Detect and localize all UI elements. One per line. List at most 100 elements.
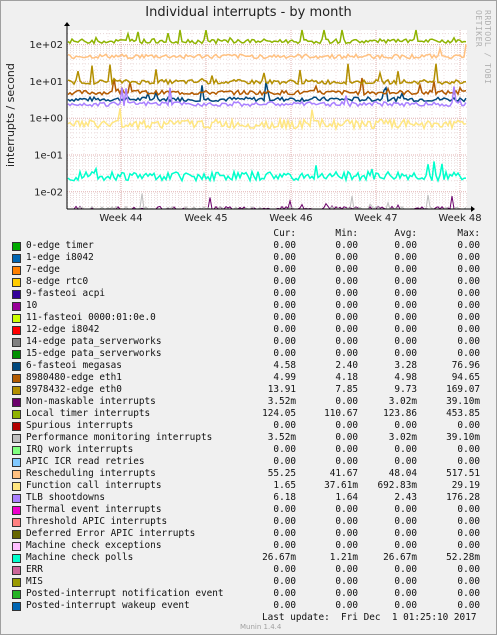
legend-swatch — [12, 506, 21, 515]
legend-max-value: 76.96 — [451, 360, 480, 371]
legend-min-value: 0.00 — [335, 588, 358, 599]
last-update: Last update: Fri Dec 1 01:25:10 2017 — [262, 612, 477, 623]
legend-min-value: 0.00 — [335, 264, 358, 275]
legend-label: APIC ICR read retries — [26, 456, 145, 467]
legend-label: 12-edge i8042 — [26, 324, 100, 335]
legend-row: Local timer interrupts 124.05 110.67 123.86… — [10, 408, 480, 420]
legend-avg-value: 0.00 — [394, 540, 417, 551]
legend-min-value: 37.61m — [324, 480, 358, 491]
legend-cur-value: 4.99 — [273, 372, 296, 383]
legend-swatch — [12, 458, 21, 467]
legend-avg-value: 26.67m — [383, 552, 417, 563]
legend-swatch — [12, 434, 21, 443]
legend-min-value: 0.00 — [335, 540, 358, 551]
legend-cur-value: 0.00 — [273, 504, 296, 515]
legend-avg-value: 0.00 — [394, 312, 417, 323]
legend-avg-value: 0.00 — [394, 504, 417, 515]
legend-row: 0-edge timer 0.00 0.00 0.00 0.00 — [10, 240, 480, 252]
legend-cur-value: 26.67m — [262, 552, 296, 563]
legend-label: MIS — [26, 576, 43, 587]
legend-max-value: 0.00 — [457, 588, 480, 599]
y-tick-label: 1e+00 — [29, 114, 63, 125]
legend-max-value: 453.85 — [446, 408, 480, 419]
legend-cur-value: 3.52m — [267, 396, 296, 407]
legend-cur-value: 0.00 — [273, 276, 296, 287]
legend-row: Spurious interrupts 0.00 0.00 0.00 0.00 — [10, 420, 480, 432]
legend-cur-value: 13.91 — [267, 384, 296, 395]
legend-row: Thermal event interrupts 0.00 0.00 0.00 0.00 — [10, 504, 480, 516]
legend-label: 8980480-edge eth1 — [26, 372, 122, 383]
header-cur: Cur: — [273, 228, 296, 239]
legend-swatch — [12, 254, 21, 263]
legend-row: Function call interrupts 1.65 37.61m 692.83… — [10, 480, 480, 492]
legend-max-value: 0.00 — [457, 300, 480, 311]
legend-swatch — [12, 482, 21, 491]
legend-max-value: 0.00 — [457, 564, 480, 575]
legend-max-value: 0.00 — [457, 324, 480, 335]
legend-max-value: 0.00 — [457, 528, 480, 539]
header-avg: Avg: — [394, 228, 417, 239]
legend-cur-value: 124.05 — [262, 408, 296, 419]
legend-avg-value: 3.02m — [388, 432, 417, 443]
legend-min-value: 0.00 — [335, 420, 358, 431]
x-tick-label: Week 46 — [269, 213, 312, 224]
y-tick-label: 1e-01 — [34, 150, 63, 161]
legend-max-value: 0.00 — [457, 540, 480, 551]
legend-max-value: 39.10m — [446, 432, 480, 443]
legend-max-value: 0.00 — [457, 576, 480, 587]
x-tick-label: Week 45 — [184, 213, 227, 224]
legend-avg-value: 4.98 — [394, 372, 417, 383]
y-tick-label: 1e-02 — [34, 187, 63, 198]
legend-avg-value: 0.00 — [394, 288, 417, 299]
legend-max-value: 0.00 — [457, 504, 480, 515]
legend-max-value: 0.00 — [457, 516, 480, 527]
legend-avg-value: 3.28 — [394, 360, 417, 371]
legend-row: 6-fasteoi megasas 4.58 2.40 3.28 76.96 — [10, 360, 480, 372]
legend-min-value: 0.00 — [335, 240, 358, 251]
legend-avg-value: 0.00 — [394, 348, 417, 359]
series-line-8978432-edge-eth0 — [67, 63, 467, 87]
legend-max-value: 169.07 — [446, 384, 480, 395]
series-line-6-fasteoi-megasas — [67, 81, 467, 104]
legend-max-value: 0.00 — [457, 456, 480, 467]
legend-rows: 0-edge timer 0.00 0.00 0.00 0.00 1-edge i8042… — [10, 240, 480, 612]
legend-cur-value: 0.00 — [273, 588, 296, 599]
legend-avg-value: 0.00 — [394, 600, 417, 611]
legend-row: Posted-interrupt notification event 0.00 0… — [10, 588, 480, 600]
legend-cur-value: 0.00 — [273, 528, 296, 539]
legend-swatch — [12, 302, 21, 311]
legend-swatch — [12, 410, 21, 419]
y-axis-arrow — [64, 22, 70, 26]
legend-cur-value: 0.00 — [273, 420, 296, 431]
legend-row: TLB shootdowns 6.18 1.64 2.43 176.28 — [10, 492, 480, 504]
plot-area: 1e-02 1e-01 1e+00 1e+01 1e+02 Week 44 Week 45 W… — [29, 22, 482, 224]
legend-min-value: 0.00 — [335, 516, 358, 527]
series-line-local-timer-interrupts — [67, 29, 467, 45]
legend-cur-value: 6.18 — [273, 492, 296, 503]
legend-avg-value: 0.00 — [394, 240, 417, 251]
legend-avg-value: 0.00 — [394, 420, 417, 431]
legend-row: Threshold APIC interrupts 0.00 0.00 0.00 0.0… — [10, 516, 480, 528]
legend-max-value: 0.00 — [457, 420, 480, 431]
legend-max-value: 176.28 — [446, 492, 480, 503]
legend-swatch — [12, 374, 21, 383]
legend-row: 7-edge 0.00 0.00 0.00 0.00 — [10, 264, 480, 276]
legend-row: Machine check polls 26.67m 1.21m 26.67m 52.2… — [10, 552, 480, 564]
legend-row: 11-fasteoi 0000:01:0e.0 0.00 0.00 0.00 0.00 — [10, 312, 480, 324]
legend-max-value: 94.65 — [451, 372, 480, 383]
legend-max-value: 0.00 — [457, 336, 480, 347]
legend-cur-value: 0.00 — [273, 324, 296, 335]
legend-swatch — [12, 290, 21, 299]
legend-label: Posted-interrupt wakeup event — [26, 600, 190, 611]
y-tick-label: 1e+02 — [29, 40, 63, 51]
legend-cur-value: 0.00 — [273, 240, 296, 251]
legend-min-value: 2.40 — [335, 360, 358, 371]
x-axis-arrow — [471, 206, 475, 212]
legend-label: Rescheduling interrupts — [26, 468, 156, 479]
legend-label: Non-maskable interrupts — [26, 396, 156, 407]
legend-label: 6-fasteoi megasas — [26, 360, 122, 371]
legend-cur-value: 55.25 — [267, 468, 296, 479]
legend-row: APIC ICR read retries 0.00 0.00 0.00 0.00 — [10, 456, 480, 468]
x-tick-label: Week 47 — [354, 213, 397, 224]
legend-cur-value: 0.00 — [273, 288, 296, 299]
